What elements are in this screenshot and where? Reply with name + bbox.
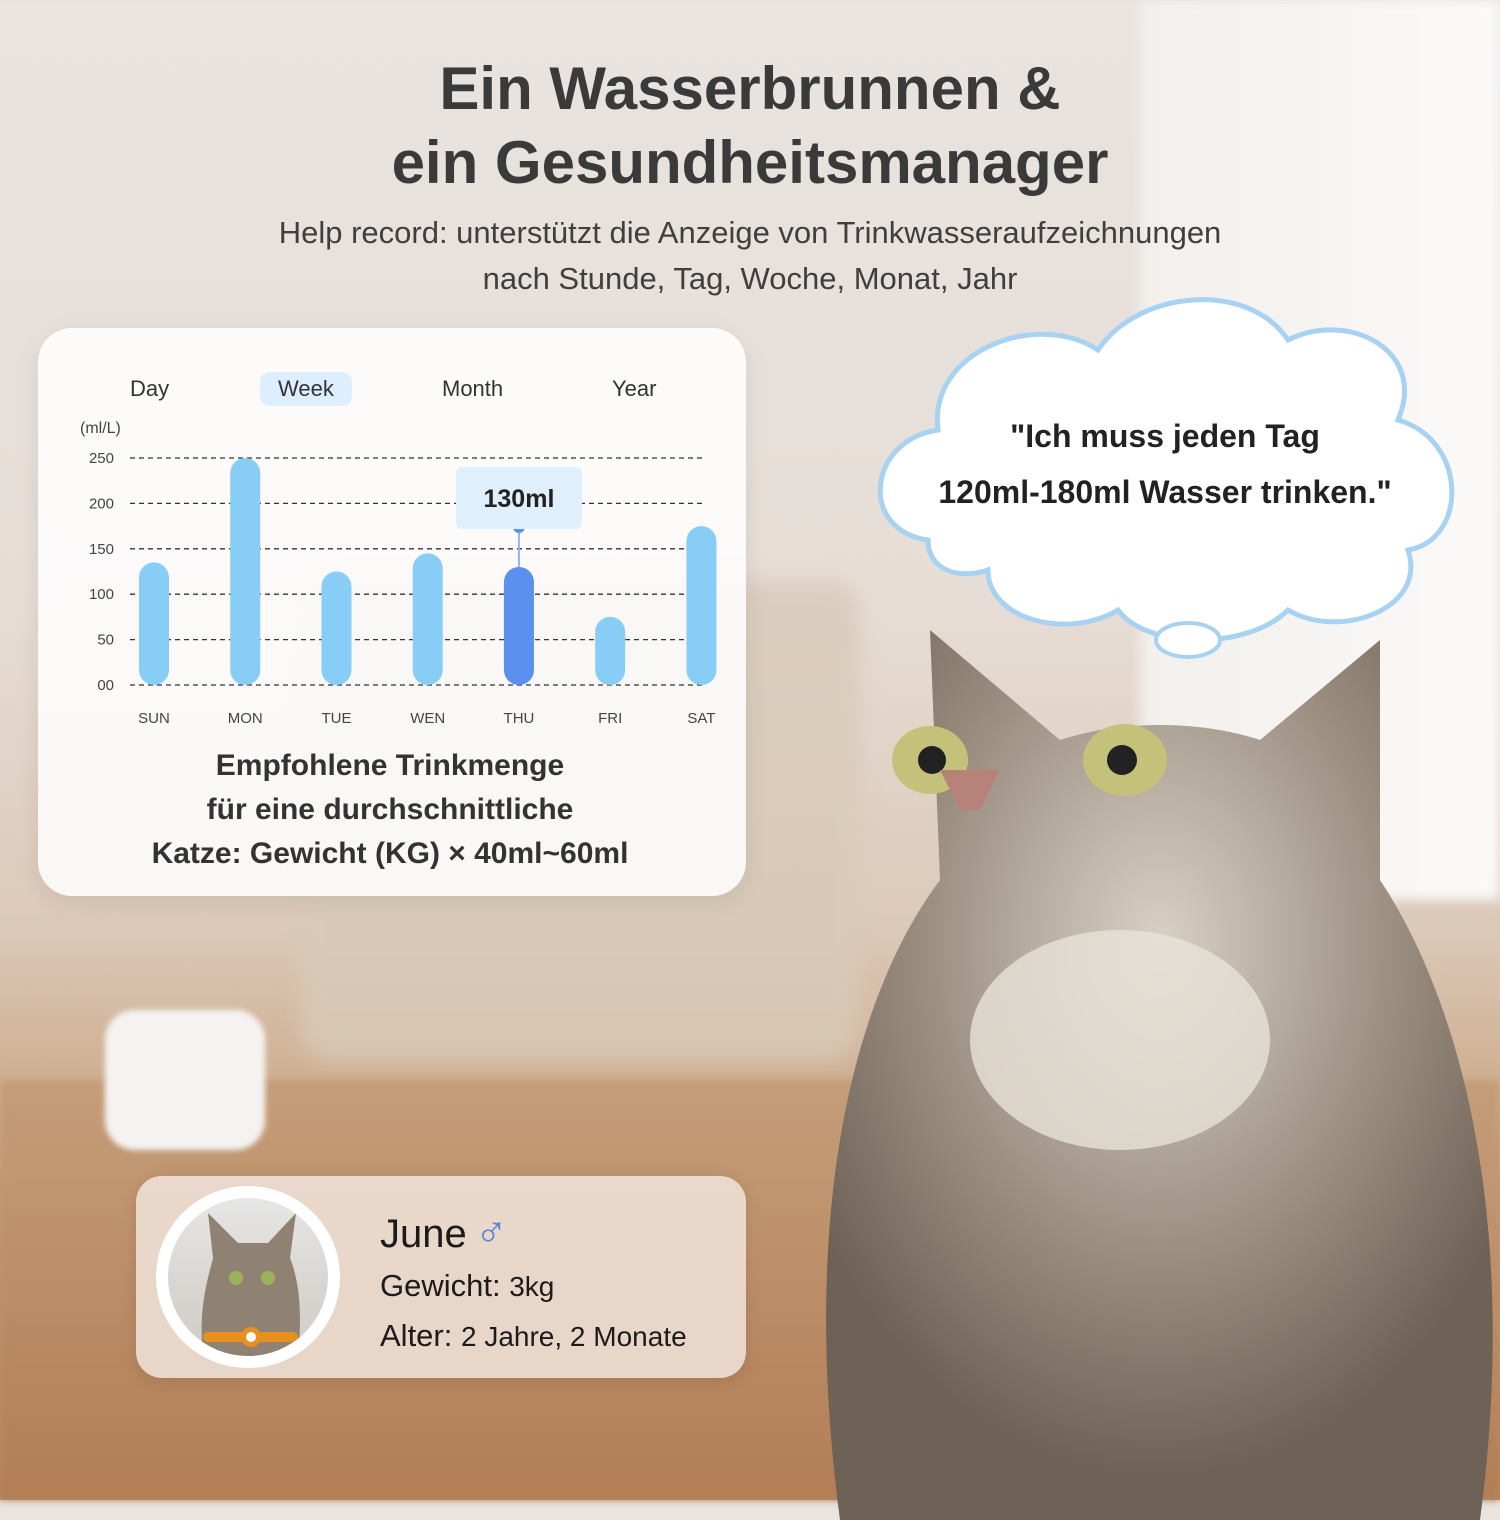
pet-name: June [380, 1212, 467, 1256]
y-tick-label: 100 [89, 586, 114, 603]
weight-label: Gewicht: [380, 1268, 501, 1303]
x-tick-label: TUE [321, 710, 351, 727]
thought-line-2: 120ml-180ml Wasser trinken." [938, 474, 1392, 510]
x-tick-label: THU [504, 710, 535, 727]
thought-bubble [877, 297, 1455, 659]
tab-week[interactable]: Week [260, 372, 352, 406]
weekly-bar-chart: 00 50 100 150 200 250 SUN MON TUE WEN THU 130ml FRI S… [89, 450, 717, 727]
age-label: Alter: [380, 1318, 453, 1353]
bar-sat [686, 526, 717, 685]
y-tick-label: 50 [97, 632, 114, 649]
bar-thu [503, 566, 534, 685]
recommendation-line-3: Katze: Gewicht (KG) × 40ml~60ml [151, 837, 629, 870]
pet-weight: Gewicht: 3kg [380, 1268, 554, 1304]
subtitle: Help record: unterstützt die Anzeige von… [0, 210, 1500, 302]
pet-name-row: June ♂ [380, 1208, 508, 1258]
title-line-1: Ein Wasserbrunnen & [439, 55, 1061, 122]
male-symbol-icon: ♂ [474, 1208, 508, 1257]
period-tabs: Day Week Month Year [100, 372, 720, 412]
thought-text: "Ich muss jeden Tag 120ml-180ml Wasser t… [880, 408, 1450, 520]
y-tick-label: 150 [89, 541, 114, 558]
thought-line-1: "Ich muss jeden Tag [1010, 418, 1320, 454]
age-value: 2 Jahre, 2 Monate [460, 1321, 687, 1352]
bar-sun [139, 562, 169, 685]
y-tick-label: 00 [97, 677, 114, 694]
pet-age: Alter: 2 Jahre, 2 Monate [380, 1318, 687, 1354]
y-tick-label: 250 [89, 450, 114, 467]
tooltip-box [455, 466, 582, 529]
recommendation-line-1: Empfohlene Trinkmenge [215, 749, 565, 782]
x-tick-label: FRI [598, 710, 622, 727]
tab-month[interactable]: Month [442, 376, 504, 401]
y-tick-label: 200 [89, 495, 114, 512]
headline: Ein Wasserbrunnen & ein Gesundheitsmanage… [0, 52, 1500, 200]
pet-avatar [156, 1186, 340, 1368]
bar-fri [595, 616, 626, 685]
cat-photo [826, 630, 1493, 1520]
bar-wen [412, 553, 443, 685]
subtitle-line-2: nach Stunde, Tag, Woche, Monat, Jahr [482, 261, 1018, 296]
weight-value: 3kg [509, 1271, 555, 1302]
x-tick-label: SAT [687, 710, 715, 727]
x-tick-label: SUN [138, 710, 170, 727]
recommendation-text: Empfohlene Trinkmenge für eine durchschn… [40, 744, 740, 876]
y-axis-unit: (ml/L) [80, 420, 121, 437]
bar-mon [230, 458, 261, 685]
title-line-2: ein Gesundheitsmanager [391, 129, 1109, 196]
tab-day[interactable]: Day [130, 376, 170, 401]
subtitle-line-1: Help record: unterstützt die Anzeige von… [278, 215, 1222, 250]
x-tick-label: WEN [410, 710, 445, 727]
tooltip-value: 130ml [484, 485, 555, 513]
recommendation-line-2: für eine durchschnittliche [206, 793, 574, 826]
bar-tue [321, 571, 352, 685]
tab-year[interactable]: Year [612, 376, 657, 401]
x-tick-label: MON [228, 710, 263, 727]
water-fountain [105, 1010, 265, 1150]
